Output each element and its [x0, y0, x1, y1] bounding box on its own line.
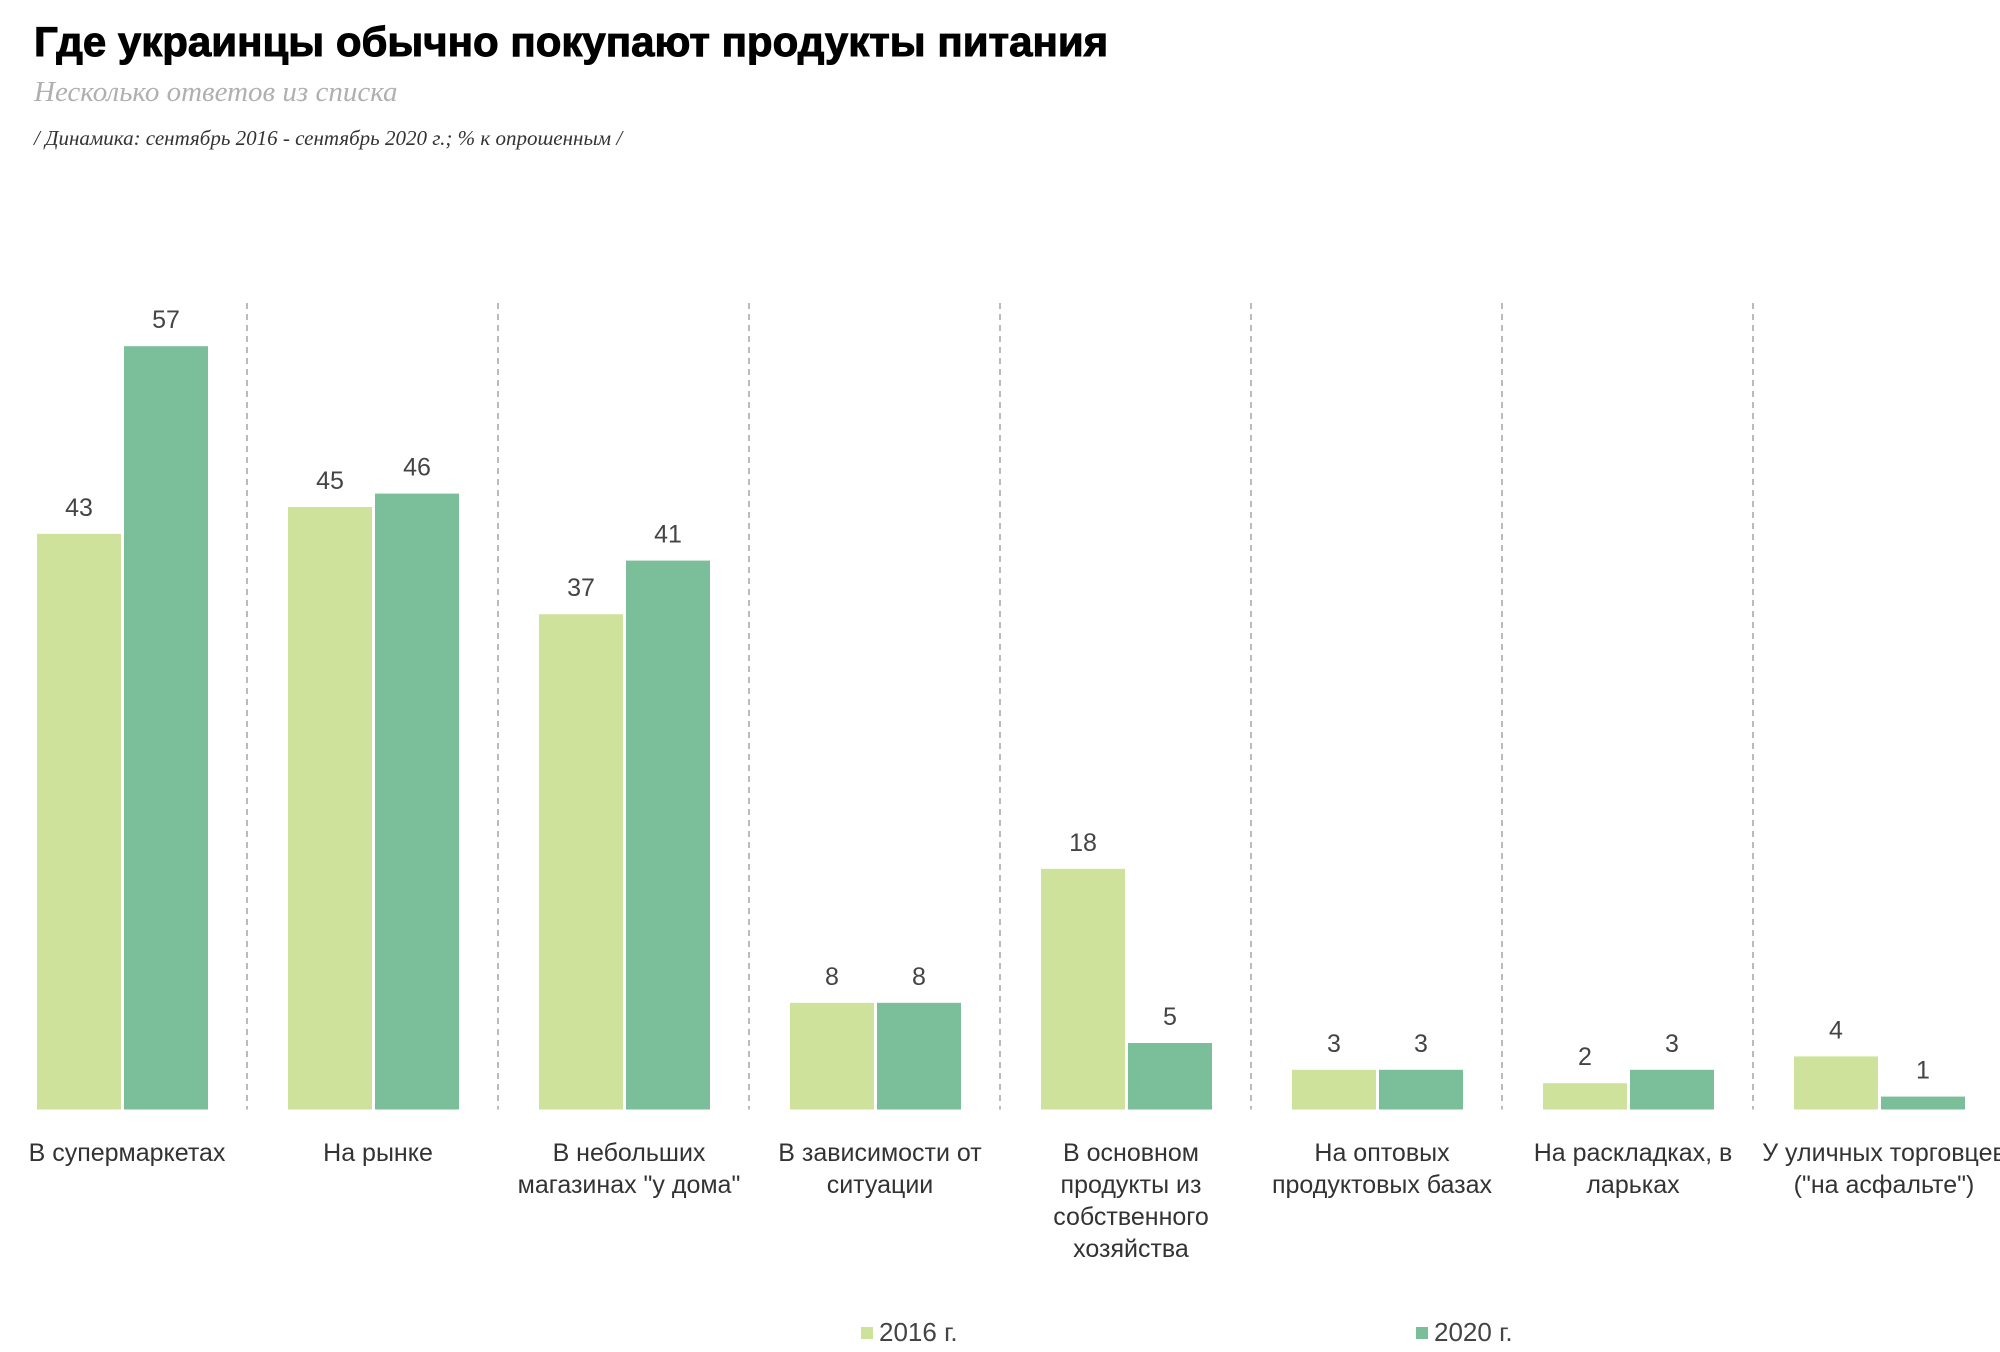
x-tick-label: У уличных торговцев ("на асфальте")	[1762, 1139, 2000, 1199]
data-label: 8	[825, 963, 839, 991]
data-label: 46	[403, 454, 431, 482]
bar	[626, 560, 710, 1110]
data-label: 5	[1163, 1003, 1177, 1031]
bar	[1292, 1069, 1376, 1110]
legend-item: 2020 г.	[1416, 1317, 1513, 1348]
bar	[1041, 868, 1125, 1110]
bar	[1881, 1096, 1965, 1110]
bar	[288, 507, 372, 1110]
data-label: 41	[654, 521, 682, 549]
bar	[124, 346, 208, 1110]
data-label: 2	[1578, 1043, 1592, 1071]
legend-label: 2020 г.	[1434, 1317, 1513, 1347]
bar	[37, 533, 121, 1110]
bar	[375, 493, 459, 1111]
bar	[1128, 1043, 1212, 1110]
data-label: 57	[152, 306, 180, 334]
bar	[539, 614, 623, 1110]
x-tick-label: На рынке	[323, 1139, 433, 1167]
bar	[1630, 1069, 1714, 1110]
legend-item: 2016 г.	[861, 1317, 958, 1348]
data-label: 37	[567, 574, 595, 602]
data-label: 43	[65, 494, 93, 522]
x-tick-label: В небольших магазинах "у дома"	[517, 1139, 741, 1199]
data-label: 45	[316, 467, 344, 495]
x-tick-label: В основном продукты из собственного хозя…	[1053, 1139, 1209, 1263]
data-label: 3	[1665, 1030, 1679, 1058]
bar	[790, 1002, 874, 1110]
data-label: 4	[1829, 1016, 1843, 1044]
chart-subtitle: Несколько ответов из списка	[34, 76, 398, 108]
bar	[877, 1002, 961, 1110]
data-label: 18	[1069, 829, 1097, 857]
legend-swatch	[861, 1326, 873, 1339]
data-label: 3	[1327, 1030, 1341, 1058]
x-tick-label: На оптовых продуктовых базах	[1271, 1139, 1493, 1199]
x-tick-label: В зависимости от ситуации	[778, 1139, 982, 1199]
legend-label: 2016 г.	[879, 1317, 958, 1347]
chart-title: Где украинцы обычно покупают продукты пи…	[33, 18, 1109, 66]
data-label: 8	[912, 963, 926, 991]
data-label: 1	[1916, 1057, 1930, 1085]
bar	[1794, 1056, 1878, 1110]
chart-note: / Динамика: сентябрь 2016 - сентябрь 202…	[34, 126, 623, 150]
bar	[1543, 1083, 1627, 1110]
bar	[1379, 1069, 1463, 1110]
data-label: 3	[1414, 1030, 1428, 1058]
x-tick-label: На раскладках, в ларьках	[1533, 1139, 1733, 1199]
x-tick-label: В супермаркетах	[28, 1139, 226, 1167]
legend-swatch	[1416, 1326, 1428, 1339]
